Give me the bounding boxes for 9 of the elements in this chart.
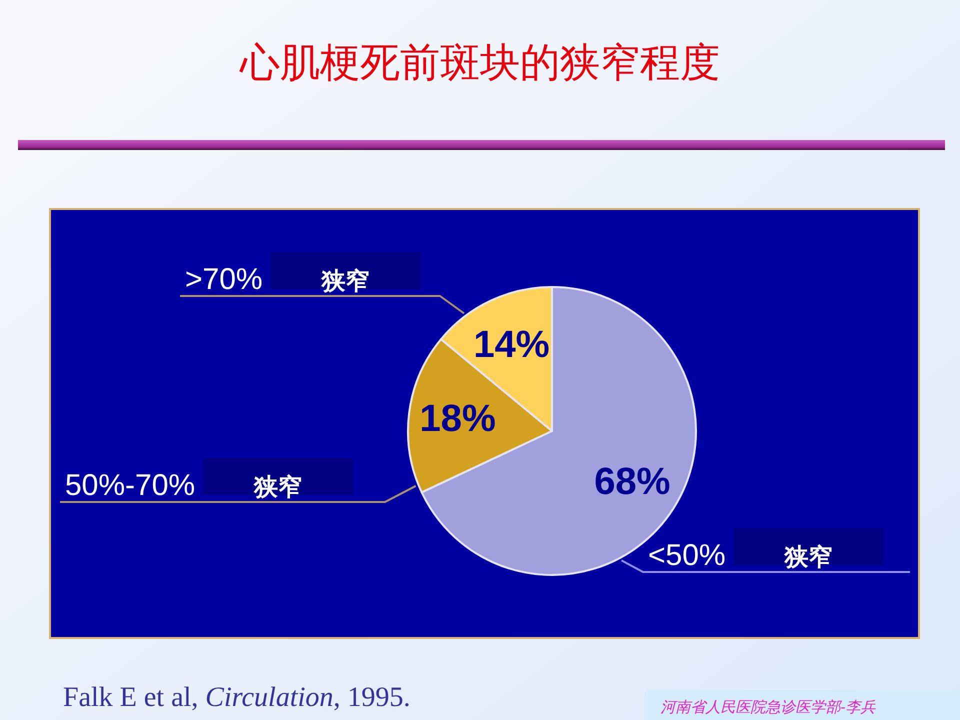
text: Falk E et al, Circulation, 1995. <box>63 682 410 713</box>
data-label: 18% <box>420 398 496 440</box>
chart-title: 心肌梗死前斑块的狭窄程度 <box>239 40 720 86</box>
category-label: >70% 狭窄 <box>185 263 370 296</box>
text: 河南省人民医院急诊医学部-李兵 <box>660 698 877 716</box>
category-label: <50% 狭窄 <box>648 539 833 572</box>
data-label: 14% <box>474 324 550 366</box>
data-label: 68% <box>594 460 670 503</box>
category-label: 50%-70% 狭窄 <box>65 469 302 502</box>
